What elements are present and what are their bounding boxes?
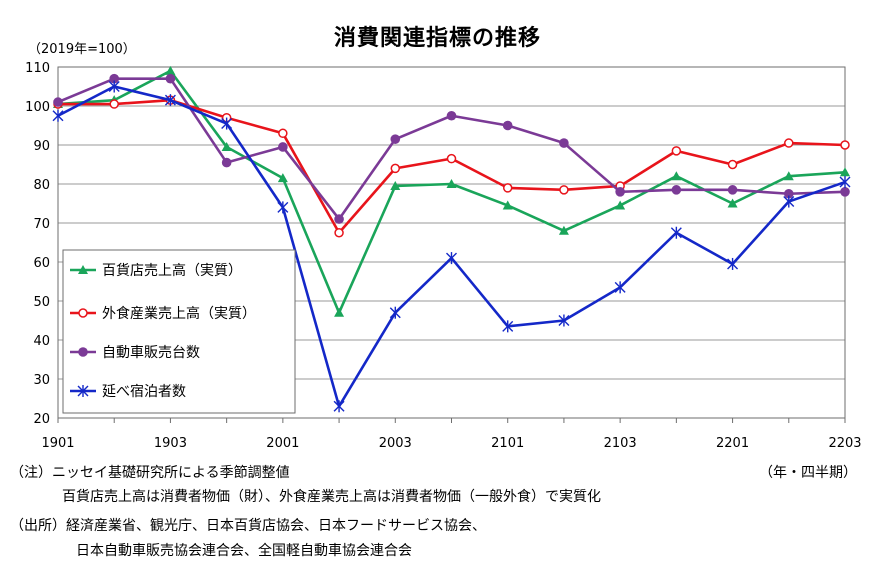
data-point-series-1 — [783, 171, 794, 181]
data-point-series-1 — [558, 225, 569, 235]
legend-marker — [78, 308, 88, 318]
data-point-series-2 — [390, 163, 401, 174]
data-point-series-4 — [164, 94, 176, 107]
data-point-series-3 — [671, 185, 682, 195]
data-point-series-2 — [559, 185, 569, 195]
y-tick-label: 80 — [33, 178, 50, 193]
data-point-series-1 — [221, 141, 232, 151]
data-point-series-1 — [277, 173, 288, 183]
x-tick-label: 2103 — [604, 436, 637, 451]
note-line-1: （注）ニッセイ基礎研究所による季節調整値 — [10, 465, 290, 481]
data-point-series-2 — [502, 183, 513, 193]
data-point-series-3 — [840, 187, 850, 197]
data-point-series-1 — [502, 200, 513, 210]
x-tick-label: 1903 — [154, 436, 187, 451]
x-tick-label: 2001 — [266, 436, 299, 451]
y-axis-unit-label: （2019年=100） — [28, 42, 136, 57]
legend-box — [62, 249, 296, 414]
y-tick-label: 100 — [25, 100, 50, 115]
x-tick-label: 2101 — [491, 436, 524, 451]
legend-marker — [77, 385, 89, 397]
data-point-series-3 — [334, 214, 344, 224]
data-point-series-3 — [53, 97, 63, 107]
data-point-series-4 — [502, 320, 514, 333]
x-axis-period-label: （年・四半期） — [759, 465, 857, 481]
data-point-series-3 — [559, 138, 569, 148]
data-point-series-4 — [333, 400, 345, 413]
data-point-series-4 — [221, 117, 233, 130]
data-point-series-3 — [615, 187, 625, 197]
data-point-series-4 — [670, 226, 682, 239]
y-tick-label: 50 — [33, 295, 50, 310]
data-point-series-3 — [502, 120, 513, 131]
data-point-series-2 — [446, 153, 457, 164]
data-point-series-1 — [446, 179, 457, 188]
data-point-series-3 — [221, 157, 232, 168]
legend-label: 自動車販売台数 — [102, 344, 200, 361]
data-point-series-4 — [839, 176, 851, 189]
data-point-series-4 — [558, 314, 570, 327]
data-point-series-4 — [277, 201, 289, 214]
data-point-series-4 — [727, 257, 739, 270]
data-point-series-4 — [52, 109, 64, 122]
data-point-series-4 — [614, 281, 626, 294]
y-tick-label: 30 — [33, 373, 50, 388]
data-point-series-3 — [109, 73, 120, 84]
y-tick-label: 40 — [33, 334, 50, 349]
source-line-1: （出所）経済産業省、観光庁、日本百貨店協会、日本フードサービス協会、 — [10, 518, 486, 534]
legend-label: 百貨店売上高（実質） — [102, 262, 242, 279]
data-point-series-3 — [783, 188, 794, 199]
data-point-series-1 — [334, 307, 345, 317]
data-point-series-3 — [390, 134, 401, 144]
data-point-series-1 — [615, 200, 626, 210]
x-tick-label: 2003 — [379, 436, 412, 451]
note-line-2: 百貨店売上高は消費者物価（財）、外食産業売上高は消費者物価（一般外食）で実質化 — [62, 489, 601, 505]
data-point-series-3 — [278, 142, 288, 152]
x-tick-label: 1901 — [41, 436, 74, 451]
data-point-series-2 — [840, 140, 850, 150]
data-point-series-2 — [784, 138, 794, 148]
source-line-2: 日本自動車販売協会連合会、全国軽自動車協会連合会 — [76, 543, 412, 559]
data-point-series-1 — [727, 198, 738, 208]
legend-label: 外食産業売上高（実質） — [102, 305, 256, 322]
data-point-series-3 — [165, 73, 176, 84]
chart-title: 消費関連指標の推移 — [333, 26, 541, 51]
data-point-series-3 — [446, 110, 457, 121]
y-tick-label: 70 — [33, 217, 50, 232]
series-line-3 — [57, 77, 846, 221]
data-point-series-1 — [390, 180, 401, 190]
data-point-series-2 — [109, 99, 119, 109]
legend-marker — [78, 347, 88, 357]
y-tick-label: 20 — [33, 412, 50, 427]
legend-label: 延べ宿泊者数 — [102, 383, 186, 400]
y-tick-label: 110 — [25, 61, 50, 76]
legend-marker — [78, 265, 88, 274]
y-tick-label: 90 — [33, 139, 50, 154]
y-tick-label: 60 — [33, 256, 50, 271]
data-point-series-3 — [727, 185, 738, 195]
x-tick-label: 2201 — [716, 436, 749, 451]
x-tick-label: 2203 — [828, 436, 861, 451]
data-point-series-1 — [671, 171, 682, 181]
data-point-series-2 — [671, 146, 682, 156]
data-point-series-2 — [334, 228, 344, 238]
data-point-series-4 — [446, 252, 457, 265]
data-point-series-2 — [278, 128, 288, 139]
data-point-series-2 — [727, 159, 738, 170]
data-point-series-1 — [165, 65, 176, 75]
data-point-series-1 — [840, 167, 850, 177]
data-point-series-4 — [389, 306, 401, 319]
data-point-series-4 — [108, 80, 120, 93]
data-point-series-4 — [783, 195, 795, 208]
